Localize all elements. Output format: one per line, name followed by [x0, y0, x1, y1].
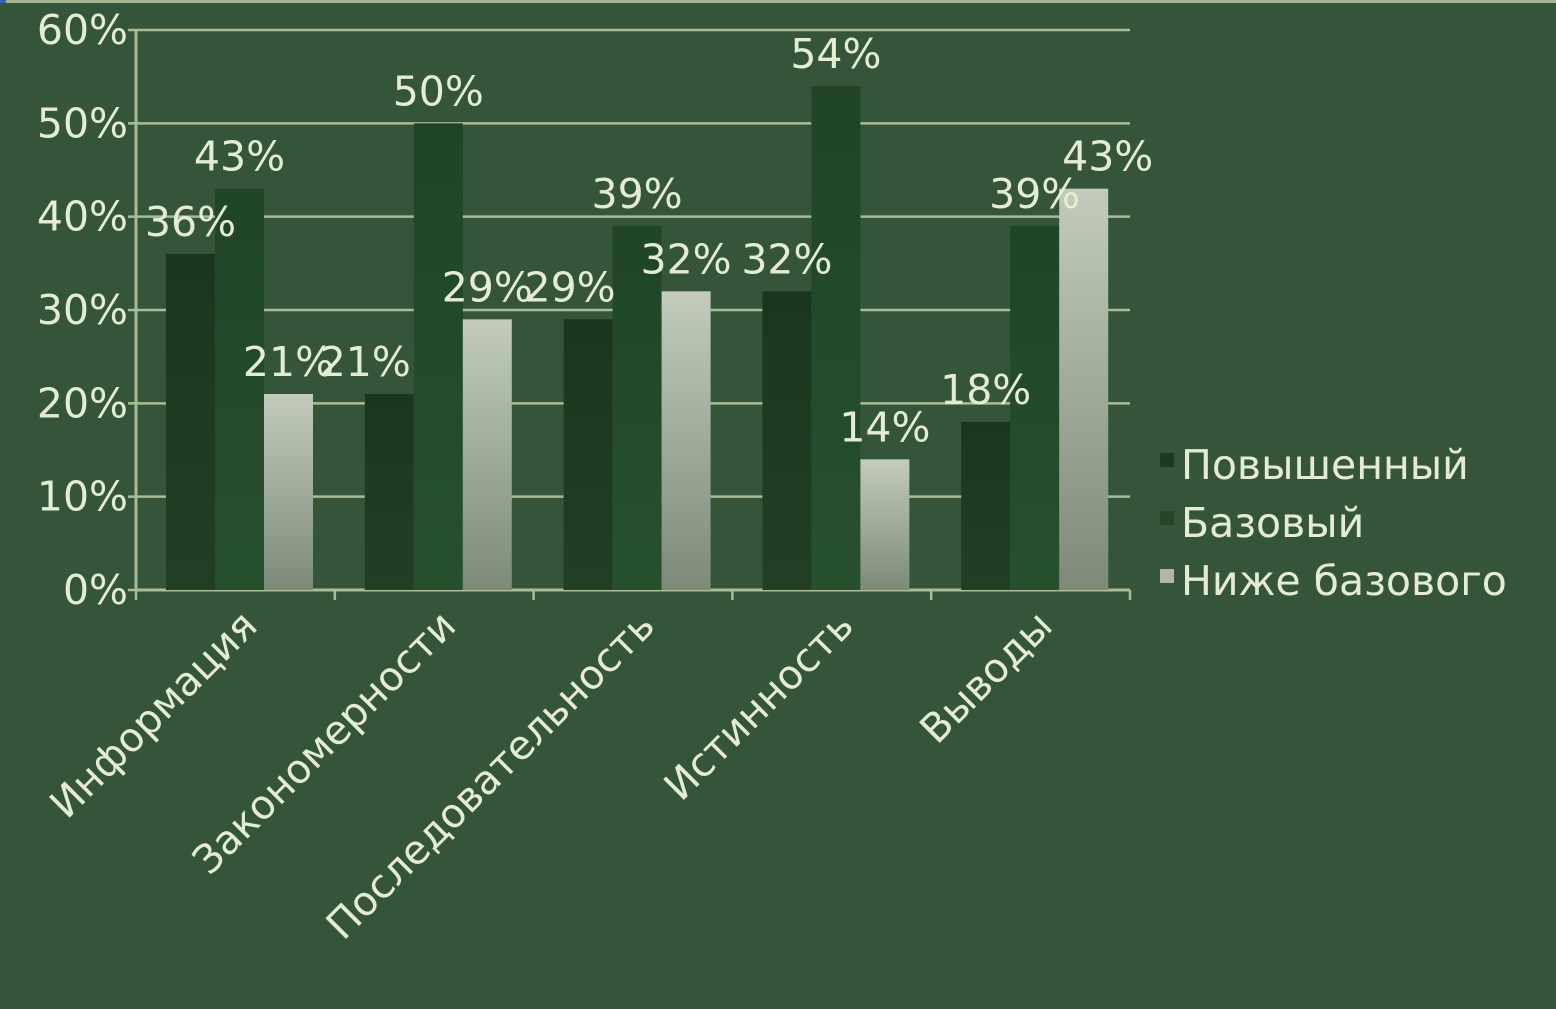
y-tick-label: 20% — [37, 379, 128, 427]
bar-1-2 — [612, 226, 662, 590]
legend-swatch — [1160, 569, 1174, 583]
data-label: 43% — [1062, 133, 1153, 181]
y-tick-label: 60% — [37, 6, 128, 54]
data-label: 21% — [243, 338, 334, 386]
bar-1-3 — [811, 86, 861, 590]
y-tick-label: 40% — [37, 193, 128, 241]
bar-0-3 — [762, 291, 812, 590]
legend-label: Ниже базового — [1181, 557, 1507, 605]
category-label: Информация — [41, 603, 266, 828]
bar-2-0 — [264, 394, 313, 590]
window-top-strip — [0, 0, 1556, 3]
bar-0-1 — [364, 394, 414, 590]
bars — [166, 86, 1109, 590]
data-label: 36% — [145, 198, 236, 246]
data-label: 21% — [320, 338, 411, 386]
bar-2-4 — [1059, 188, 1109, 590]
bar-1-4 — [1010, 226, 1060, 590]
data-label: 39% — [989, 170, 1080, 218]
legend-label: Базовый — [1181, 499, 1364, 547]
bar-2-1 — [462, 319, 512, 590]
legend-label: Повышенный — [1181, 441, 1469, 489]
y-tick-label: 10% — [37, 473, 128, 521]
bar-0-0 — [166, 254, 215, 590]
bar-2-3 — [860, 459, 910, 590]
legend-swatch — [1160, 453, 1174, 467]
data-labels: 36% 21% 29% 32% 18% 43% 50% 39% 54% 39% 21% 29% 32% 1… — [145, 30, 1153, 451]
bar-2-2 — [661, 291, 711, 590]
data-label: 43% — [194, 133, 285, 181]
category-label: Последовательность — [318, 603, 664, 949]
bar-1-1 — [413, 123, 463, 590]
data-label: 50% — [393, 67, 484, 115]
bar-1-0 — [215, 188, 264, 590]
data-label: 29% — [525, 263, 616, 311]
data-label: 32% — [741, 235, 832, 283]
data-label: 29% — [442, 263, 533, 311]
y-tick-label: 30% — [37, 286, 128, 334]
data-label: 18% — [940, 366, 1031, 414]
category-label: Истинность — [656, 603, 863, 810]
legend: Повышенный Базовый Ниже базового — [1160, 441, 1507, 605]
category-label: Выводы — [911, 603, 1061, 753]
y-tick-label: 50% — [37, 99, 128, 147]
bar-0-4 — [961, 422, 1011, 590]
category-labels: ИнформацияЗакономерностиПоследовательнос… — [41, 603, 1061, 949]
y-tick-label: 0% — [63, 566, 128, 614]
data-label: 39% — [592, 170, 683, 218]
legend-swatch — [1160, 511, 1174, 525]
bar-0-2 — [563, 319, 613, 590]
data-label: 54% — [790, 30, 881, 78]
axes: 0% 10% 20% 30% 40% 50% 60% — [37, 6, 1132, 614]
data-label: 32% — [641, 235, 732, 283]
data-label: 14% — [839, 403, 930, 451]
